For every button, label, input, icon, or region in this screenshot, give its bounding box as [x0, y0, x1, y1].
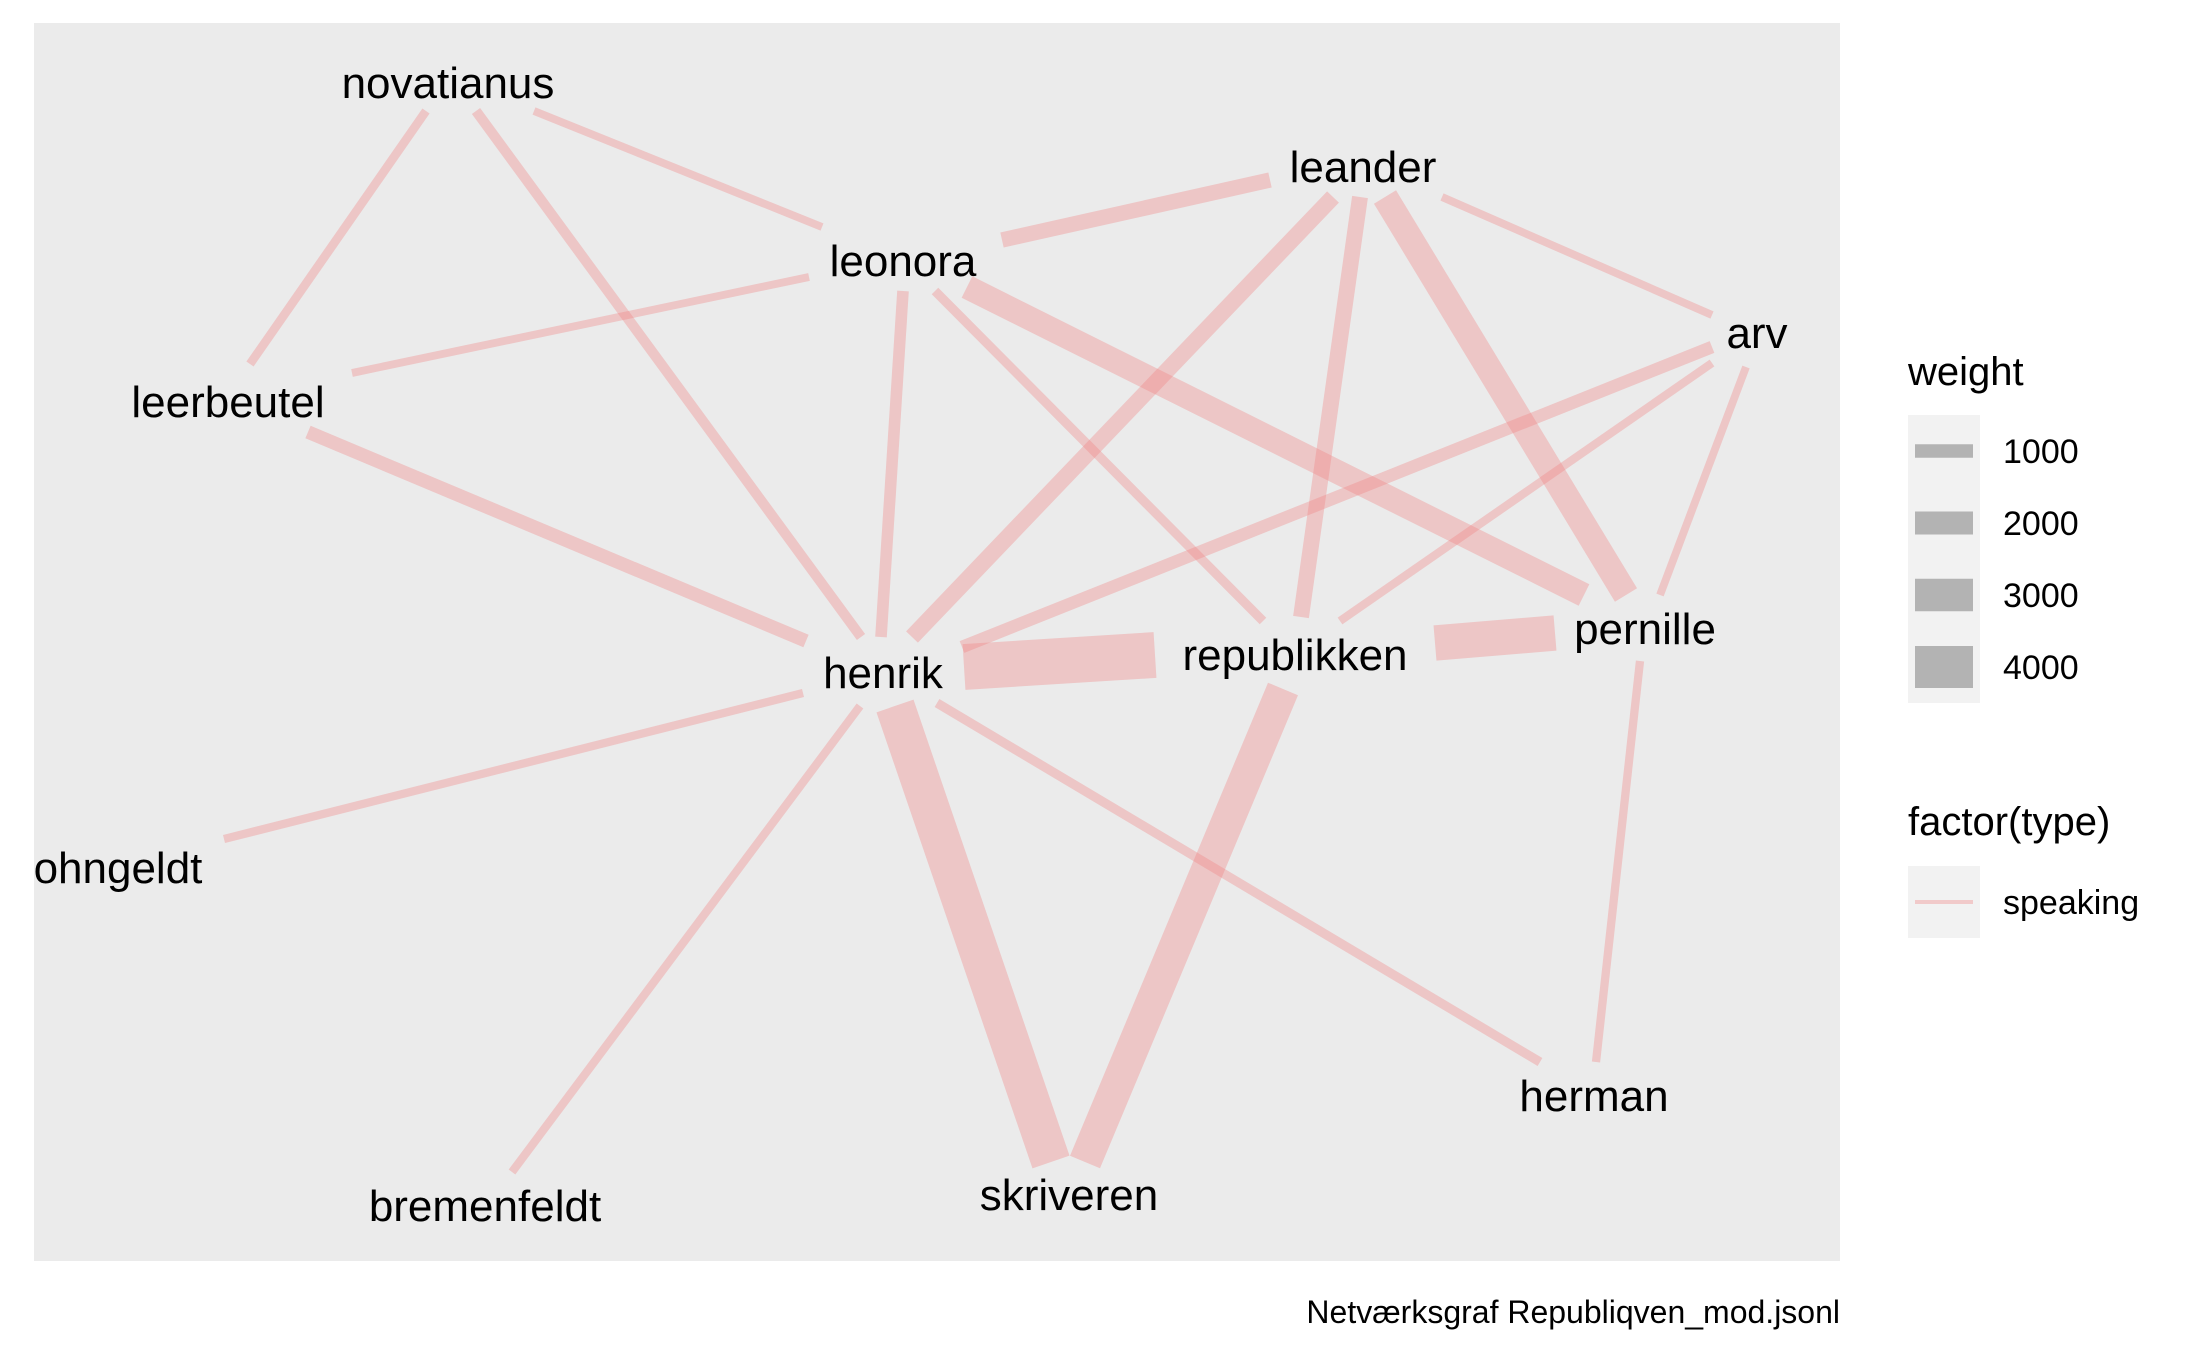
legend-weight: weight 1000 2000 3000 4000 [1907, 350, 2079, 703]
edge-leander-henrik [906, 191, 1339, 643]
edge-arv-republikken [1337, 359, 1715, 625]
edge-leander-pernille [1373, 190, 1638, 602]
node-label-leonora: leonora [830, 237, 977, 286]
edge-leander-arv [1440, 193, 1714, 319]
legend-weight-label-3000: 3000 [2003, 577, 2079, 615]
edge-leonora-republikken [931, 287, 1267, 625]
edge-leonora-leerbeutel [351, 273, 810, 377]
edge-leonora-henrik [875, 290, 909, 638]
edge-henrik-ohngeldt [222, 688, 805, 844]
node-label-henrik: henrik [823, 649, 944, 698]
edge-arv-pernille [1656, 365, 1750, 597]
edge-leerbeutel-henrik [305, 425, 809, 648]
node-label-novatianus: novatianus [342, 59, 555, 108]
node-label-ohngeldt: ohngeldt [34, 844, 203, 893]
edge-pernille-herman [1591, 660, 1645, 1063]
edge-henrik-skriveren [876, 699, 1070, 1169]
node-label-republikken: republikken [1182, 631, 1407, 680]
plot-panel [34, 23, 1840, 1261]
legend-weight-key-2000 [1915, 511, 1973, 535]
edge-henrik-herman [934, 699, 1543, 1066]
node-label-skriveren: skriveren [980, 1171, 1159, 1220]
node-label-arv: arv [1726, 309, 1787, 358]
node-label-bremenfeldt: bremenfeldt [369, 1182, 601, 1231]
legend-type: factor(type) speaking [1908, 800, 2139, 938]
legend-weight-label-4000: 4000 [2003, 649, 2079, 687]
edge-novatianus-leerbeutel [246, 108, 430, 367]
legend-weight-key-3000 [1915, 578, 1973, 612]
edge-henrik-republikken [962, 632, 1157, 690]
legend-weight-key-4000 [1915, 646, 1973, 688]
node-label-pernille: pernille [1574, 605, 1716, 654]
legend-weight-title: weight [1907, 350, 2024, 394]
node-label-leerbeutel: leerbeutel [131, 378, 324, 427]
plot-caption: Netværksgraf Republiqven_mod.jsonl [1306, 1294, 1840, 1330]
legend-weight-label-2000: 2000 [2003, 505, 2079, 543]
edge-novatianus-leonora [532, 107, 824, 231]
legend-type-title: factor(type) [1908, 800, 2110, 844]
edge-novatianus-henrik [471, 107, 866, 641]
edge-republikken-skriveren [1070, 682, 1298, 1169]
legend-type-key-bg [1908, 866, 1980, 938]
node-labels-layer: novatianus leander leonora arv leerbeutel per… [34, 59, 1788, 1231]
edge-henrik-bremenfeldt [508, 703, 864, 1175]
edge-leander-republikken [1293, 195, 1368, 619]
legend-weight-key-1000 [1915, 444, 1973, 458]
edges-layer [222, 107, 1750, 1175]
edge-leonora-leander [1000, 172, 1272, 248]
edge-arv-henrik [959, 341, 1715, 653]
legend-weight-label-1000: 1000 [2003, 433, 2079, 471]
edge-republikken-pernille [1433, 615, 1557, 661]
node-label-herman: herman [1519, 1072, 1668, 1121]
edge-leonora-pernille [961, 276, 1590, 606]
node-label-leander: leander [1290, 143, 1437, 192]
legend-type-label: speaking [2003, 884, 2139, 922]
